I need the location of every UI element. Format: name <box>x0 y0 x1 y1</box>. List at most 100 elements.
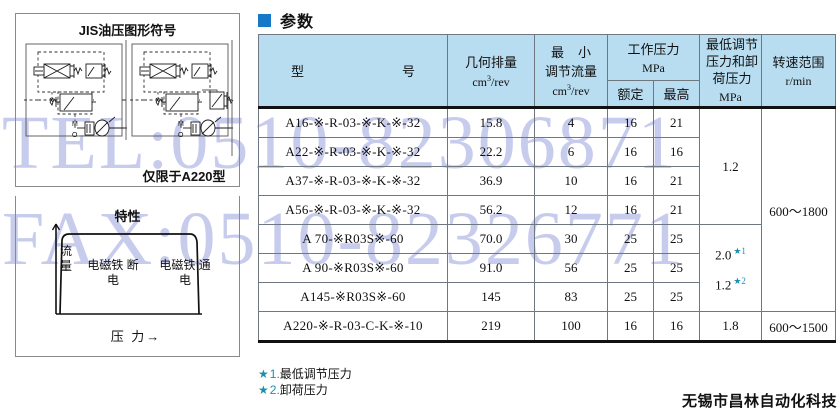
jis-symbol-diagram-title: JIS油压图形符号 <box>78 23 177 38</box>
header-speed-unit: r/min <box>785 74 812 88</box>
cell-displacement: 36.9 <box>447 166 535 196</box>
cell-model: A22-※-R-03-※-K-※-32 <box>258 137 448 167</box>
table-row: A220-※-R-03-C-K-※-10 219 100 16 16 1.8 6… <box>258 311 837 343</box>
cell-speed-group1: 600～1800 <box>761 106 837 312</box>
footnote-text: 卸荷压力 <box>279 383 328 397</box>
min-adjust-value-b: 1.2 ★2 <box>715 276 746 293</box>
cell-model: A220-※-R-03-C-K-※-10 <box>258 311 448 343</box>
section-title: 参数 <box>280 14 315 31</box>
cell-pressure-rated: 16 <box>607 106 654 138</box>
cell-min-flow: 56 <box>534 253 608 283</box>
cell-pressure-rated: 16 <box>607 137 654 167</box>
cell-min-adjust-group1: 1.2 <box>699 106 763 225</box>
header-min-flow-line2: 调节流量 <box>544 64 597 79</box>
svg-text:O: O <box>178 132 184 139</box>
left-panel: JIS油压图形符号 <box>0 0 252 419</box>
cell-min-adjust-group2: 2.0 ★1 1.2 ★2 <box>699 224 763 312</box>
cell-displacement: 91.0 <box>447 253 535 283</box>
cell-speed-last: 600～1500 <box>761 311 837 343</box>
cell-min-flow: 30 <box>534 224 608 254</box>
header-speed-range: 转速范围 r/min <box>761 34 837 108</box>
square-bullet-icon <box>258 13 271 27</box>
star-icon: ★ <box>258 367 269 381</box>
jis-hydraulic-schematic: M O <box>22 40 234 156</box>
cell-pressure-rated: 25 <box>607 224 654 254</box>
cell-min-adjust-last: 1.8 <box>699 311 763 343</box>
header-pressure-rated: 额定 <box>607 80 654 108</box>
cell-pressure-rated: 25 <box>607 282 654 312</box>
cell-min-flow: 10 <box>534 166 608 196</box>
header-work-pressure: 工作压力 MPa <box>606 33 701 82</box>
x-axis-label: 压 力→ <box>110 329 162 344</box>
cell-pressure-max: 16 <box>652 137 701 167</box>
cell-pressure-rated: 16 <box>607 166 654 196</box>
cell-pressure-max: 25 <box>652 224 701 254</box>
table-header-row-1: 型号 几何排量 cm3/rev 最小 调节流量 cm3/rev 工作压力 MPa <box>258 33 837 108</box>
characteristics-curve <box>51 223 202 315</box>
characteristics-chart-box: 特性 流 量 电磁铁 断电 电磁铁 通电 压 力→ <box>15 196 240 357</box>
header-min-flow-word-1: 最 <box>551 45 565 60</box>
cell-pressure-max: 25 <box>652 282 701 312</box>
cell-displacement: 70.0 <box>447 224 535 254</box>
cell-pressure-rated: 16 <box>607 195 654 225</box>
svg-text:O: O <box>72 132 78 139</box>
section-header: 参数 <box>258 8 314 32</box>
header-min-flow-word-2: 小 <box>577 45 591 60</box>
footnotes: ★1.最低调节压力 ★2.卸荷压力 <box>258 366 352 398</box>
y-axis-label: 流 量 <box>59 244 72 273</box>
cell-displacement: 219 <box>447 311 535 343</box>
svg-text:M: M <box>178 121 184 128</box>
cell-min-flow: 12 <box>534 195 608 225</box>
table-row: A 70-※R03S※-60 70.0 30 25 25 2.0 ★1 1.2 ★2 <box>258 224 836 312</box>
cell-pressure-rated: 25 <box>607 253 654 283</box>
header-displacement-unit: cm3/rev <box>472 73 510 89</box>
footnote-item: ★2.卸荷压力 <box>258 382 352 398</box>
svg-text:M: M <box>72 121 78 128</box>
star-icon: ★ <box>258 383 269 397</box>
cell-model: A145-※R03S※-60 <box>258 282 448 312</box>
header-min-flow: 最小 调节流量 cm3/rev <box>534 34 608 108</box>
cell-pressure-max: 21 <box>652 166 701 196</box>
cell-pressure-max: 25 <box>652 253 701 283</box>
header-min-flow-unit: cm3/rev <box>552 83 590 98</box>
footnote-item: ★1.最低调节压力 <box>258 366 352 382</box>
cell-model: A37-※-R-03-※-K-※-32 <box>258 166 448 196</box>
characteristics-title: 特性 <box>114 209 141 224</box>
curve-label-deenergized: 电磁铁 断电 <box>87 258 139 287</box>
cell-displacement: 56.2 <box>447 195 535 225</box>
cell-model: A16-※-R-03-※-K-※-32 <box>258 106 448 138</box>
header-pressure-max: 最高 <box>652 80 701 108</box>
header-min-adjust-pressure: 最低调节压力和卸荷压力 MPa <box>699 34 763 108</box>
specifications-table: 型号 几何排量 cm3/rev 最小 调节流量 cm3/rev 工作压力 MPa <box>258 33 837 343</box>
min-adjust-value-a: 2.0 ★1 <box>715 245 746 262</box>
star-note-1: ★1 <box>733 245 746 256</box>
cell-min-flow: 83 <box>534 282 608 312</box>
footnote-number: 2. <box>269 383 280 397</box>
footnote-number: 1. <box>269 367 280 381</box>
right-panel: 参数 型号 几何排量 cm3/rev <box>256 0 837 419</box>
curve-label-energized: 电磁铁 通电 <box>159 258 211 287</box>
a220-only-caption: 仅限于A220型 <box>142 169 226 184</box>
cell-model: A56-※-R-03-※-K-※-32 <box>258 195 448 225</box>
cell-min-flow: 4 <box>534 106 608 138</box>
jis-symbol-diagram-box: JIS油压图形符号 <box>15 13 240 187</box>
company-name: 无锡市昌林自动化科技 <box>681 393 837 410</box>
footnote-text: 最低调节压力 <box>279 367 352 381</box>
cell-min-flow: 6 <box>534 137 608 167</box>
header-displacement: 几何排量 cm3/rev <box>447 34 535 108</box>
cell-pressure-rated: 16 <box>607 311 654 343</box>
cell-pressure-max: 21 <box>652 195 701 225</box>
table-header-row-2: 额定 最高 <box>259 80 836 108</box>
header-min-flow-line1: 最小 <box>537 42 605 61</box>
cell-min-flow: 100 <box>534 311 608 343</box>
cell-model: A 70-※R03S※-60 <box>258 224 448 254</box>
cell-pressure-max: 16 <box>652 311 701 343</box>
cell-displacement: 145 <box>447 282 535 312</box>
header-model: 型号 <box>258 34 448 108</box>
cell-displacement: 15.8 <box>447 106 535 138</box>
cell-model: A 90-※R03S※-60 <box>258 253 448 283</box>
header-min-adjust-unit: MPa <box>719 90 742 104</box>
table-row: A16-※-R-03-※-K-※-32 15.8 4 16 21 1.2 600… <box>258 106 837 312</box>
star-note-2: ★2 <box>733 276 746 286</box>
